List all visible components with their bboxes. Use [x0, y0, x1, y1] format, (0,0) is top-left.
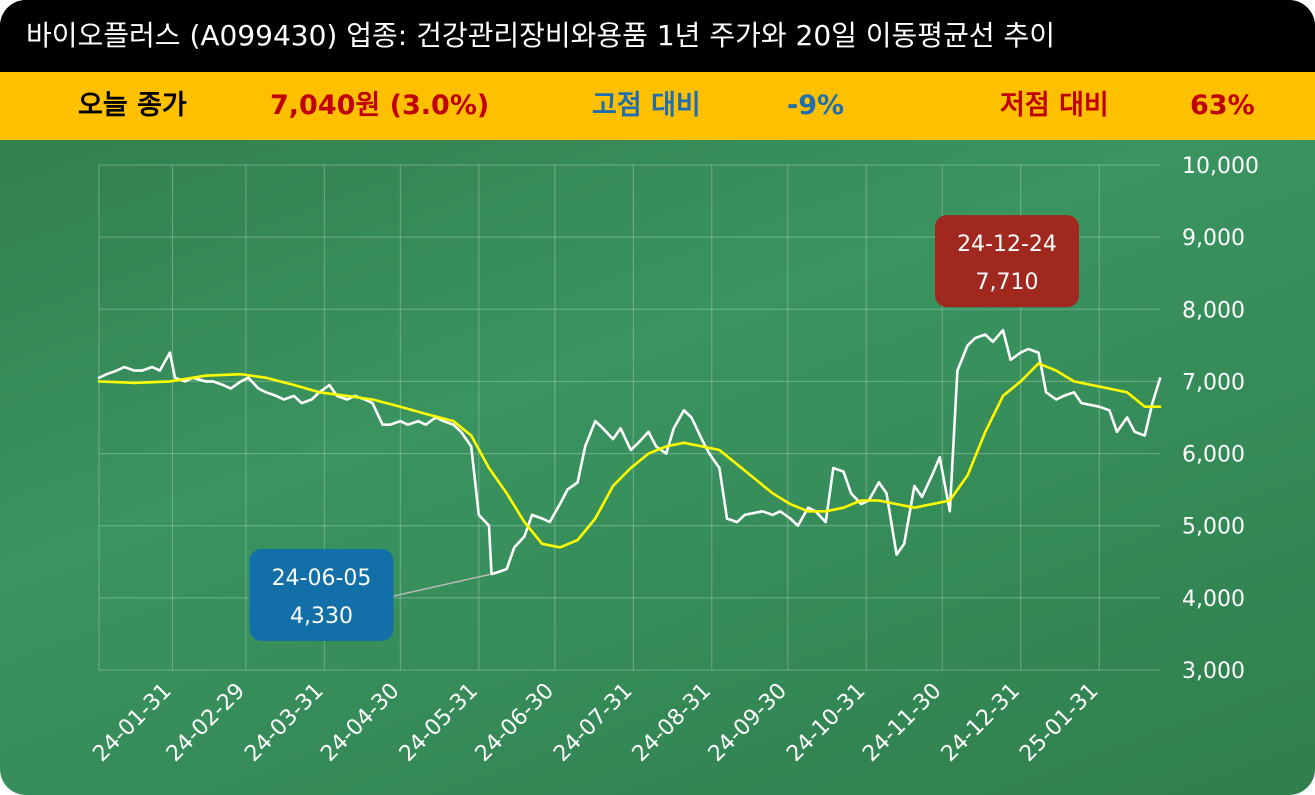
high-label: 고점 대비: [592, 90, 701, 121]
callout-box: [935, 215, 1080, 308]
high-value: -9%: [787, 90, 845, 121]
low-value: 63%: [1190, 90, 1255, 121]
x-tick-label: 24-10-31: [782, 679, 870, 767]
y-axis: 3,000 4,000 5,000 6,000 7,000 8,000 9,000 10,00…: [1182, 154, 1259, 684]
annotation-layer: 24-12-24 7,710 24-06-05 4,330: [249, 215, 1080, 642]
x-tick-label: 24-07-31: [549, 679, 637, 767]
low-label: 저점 대비: [1000, 90, 1109, 121]
series-layer: [97, 328, 1162, 576]
y-tick-label: 9,000: [1182, 226, 1245, 251]
grid: [98, 164, 1160, 671]
x-axis: 24-01-3124-02-2924-03-3124-04-3024-05-31…: [88, 679, 1103, 767]
y-tick-label: 5,000: [1182, 515, 1245, 540]
close-label: 오늘 종가: [78, 90, 187, 121]
x-tick-label: 24-03-31: [240, 679, 328, 767]
callout-date: 24-12-24: [957, 232, 1057, 257]
callout-value: 7,710: [976, 270, 1039, 295]
y-tick-label: 10,000: [1182, 154, 1259, 179]
x-tick-label: 24-12-31: [937, 679, 1025, 767]
x-tick-label: 24-06-30: [471, 679, 559, 767]
x-tick-label: 24-05-31: [395, 679, 483, 767]
x-tick-label: 25-01-31: [1015, 679, 1103, 767]
callout-box: [249, 549, 394, 642]
y-tick-label: 4,000: [1182, 587, 1245, 612]
callout-date: 24-06-05: [272, 566, 372, 591]
callout-value: 4,330: [290, 604, 353, 629]
y-tick-label: 3,000: [1182, 659, 1245, 684]
close-value: 7,040원 (3.0%): [270, 90, 490, 121]
price-chart: 3,000 4,000 5,000 6,000 7,000 8,000 9,000 10,00…: [88, 154, 1259, 767]
x-tick-label: 24-08-31: [628, 679, 716, 767]
y-tick-label: 7,000: [1182, 370, 1245, 395]
price-line: [97, 328, 1162, 576]
y-tick-label: 6,000: [1182, 443, 1245, 468]
x-tick-label: 24-09-30: [704, 679, 792, 767]
x-tick-label: 24-11-30: [858, 679, 946, 767]
y-tick-label: 8,000: [1182, 298, 1245, 323]
summary-bar: 오늘 종가 7,040원 (3.0%) 고점 대비 -9% 저점 대비 63%: [0, 72, 1315, 140]
moving-average-line: [97, 362, 1162, 549]
callout-leader-line: [393, 573, 492, 597]
chart-title: 바이오플러스 (A099430) 업종: 건강관리장비와용품 1년 주가와 20…: [0, 0, 1315, 72]
x-tick-label: 24-02-29: [162, 679, 250, 767]
x-tick-label: 24-01-31: [88, 679, 176, 767]
x-tick-label: 24-04-30: [316, 679, 404, 767]
